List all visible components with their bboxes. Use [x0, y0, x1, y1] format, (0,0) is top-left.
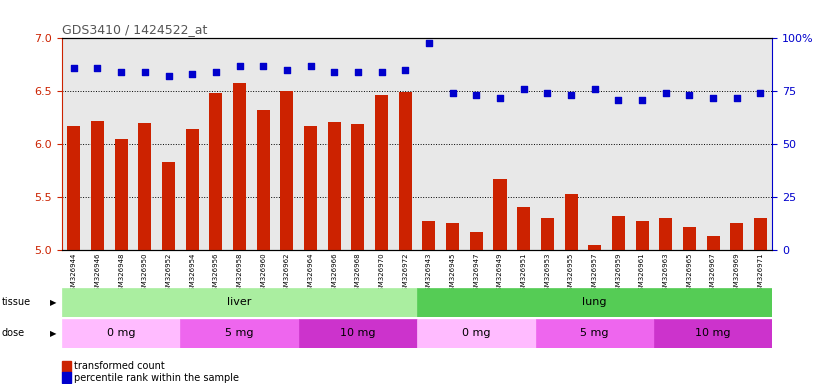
Bar	[417, 319, 535, 348]
Bar	[280, 91, 293, 250]
Point	[659, 90, 672, 96]
Bar	[62, 319, 180, 348]
Text: ▶: ▶	[50, 298, 56, 307]
Point	[493, 94, 506, 101]
Bar	[683, 227, 696, 250]
Point	[399, 67, 412, 73]
Text: 5 mg: 5 mg	[581, 328, 609, 338]
Point	[375, 69, 388, 75]
Point	[328, 69, 341, 75]
Point	[233, 63, 246, 69]
Point	[588, 86, 601, 92]
Text: percentile rank within the sample: percentile rank within the sample	[74, 373, 240, 383]
Bar	[162, 162, 175, 250]
Point	[162, 73, 175, 79]
Bar	[541, 218, 554, 250]
Bar	[446, 223, 459, 250]
Bar	[659, 218, 672, 250]
Text: 5 mg: 5 mg	[225, 328, 254, 338]
Point	[351, 69, 364, 75]
Bar	[588, 245, 601, 250]
Text: tissue: tissue	[2, 297, 31, 308]
Bar	[399, 92, 412, 250]
Point	[209, 69, 222, 75]
Text: 10 mg: 10 mg	[340, 328, 376, 338]
Bar	[470, 232, 483, 250]
Point	[422, 40, 435, 46]
Point	[517, 86, 530, 92]
Point	[257, 63, 270, 69]
Bar	[91, 121, 104, 250]
Bar	[754, 218, 767, 250]
Point	[541, 90, 554, 96]
Bar	[138, 123, 151, 250]
Text: 0 mg: 0 mg	[107, 328, 135, 338]
Bar	[706, 236, 719, 250]
Text: dose: dose	[2, 328, 25, 338]
Bar	[180, 319, 299, 348]
Text: ▶: ▶	[50, 329, 56, 338]
Point	[730, 94, 743, 101]
Text: 10 mg: 10 mg	[695, 328, 731, 338]
Bar	[62, 288, 417, 317]
Bar	[535, 319, 654, 348]
Bar	[654, 319, 772, 348]
Point	[67, 65, 80, 71]
Point	[612, 97, 625, 103]
Bar	[328, 122, 341, 250]
Bar	[417, 288, 772, 317]
Point	[754, 90, 767, 96]
Point	[706, 94, 719, 101]
Point	[470, 92, 483, 98]
Point	[446, 90, 459, 96]
Bar	[375, 96, 388, 250]
Text: 0 mg: 0 mg	[462, 328, 491, 338]
Bar	[564, 194, 577, 250]
Text: liver: liver	[227, 297, 252, 308]
Bar	[493, 179, 506, 250]
Bar	[299, 319, 417, 348]
Point	[91, 65, 104, 71]
Point	[280, 67, 293, 73]
Bar	[517, 207, 530, 250]
Bar	[304, 126, 317, 250]
Bar	[186, 129, 199, 250]
Bar	[730, 223, 743, 250]
Bar	[635, 221, 648, 250]
Text: GDS3410 / 1424522_at: GDS3410 / 1424522_at	[62, 23, 207, 36]
Bar	[351, 124, 364, 250]
Point	[304, 63, 317, 69]
Bar	[257, 110, 270, 250]
Point	[115, 69, 128, 75]
Text: transformed count: transformed count	[74, 361, 165, 371]
Bar	[67, 126, 80, 250]
Bar	[612, 216, 625, 250]
Bar	[422, 221, 435, 250]
Bar	[233, 83, 246, 250]
Point	[564, 92, 577, 98]
Point	[138, 69, 151, 75]
Bar	[115, 139, 128, 250]
Point	[635, 97, 648, 103]
Bar	[209, 93, 222, 250]
Point	[186, 71, 199, 78]
Text: lung: lung	[582, 297, 607, 308]
Point	[683, 92, 696, 98]
